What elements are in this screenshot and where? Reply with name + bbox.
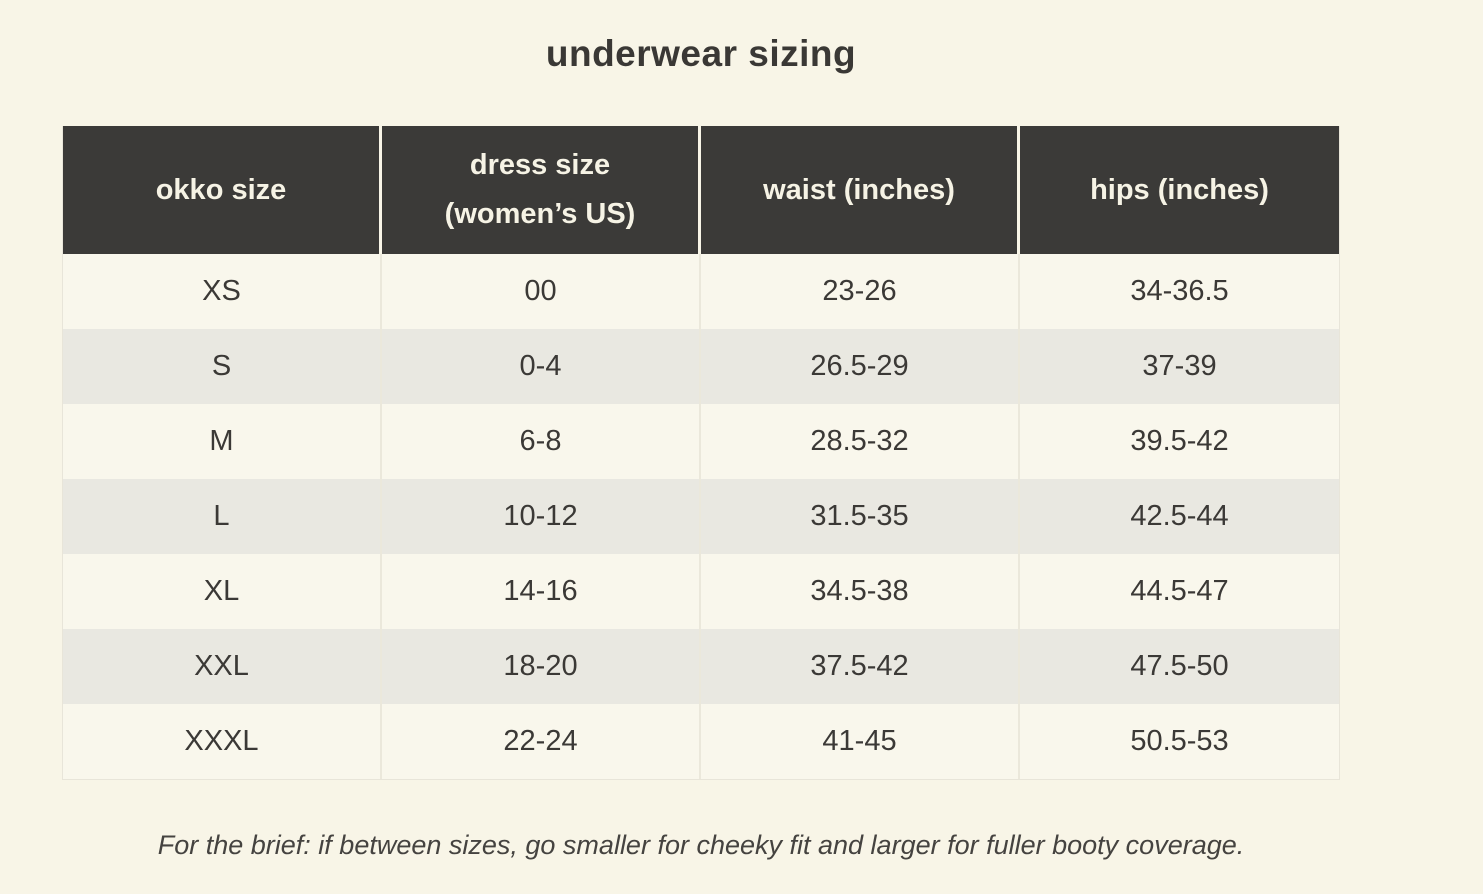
cell-hips: 50.5-53 [1020,704,1339,779]
column-header-line: waist (inches) [763,173,955,206]
cell-dress-size: 18-20 [382,629,701,704]
cell-hips: 39.5-42 [1020,404,1339,479]
size-table: okko size dress size (women’s US) waist (in… [62,126,1340,780]
size-chart: underwear sizing okko size dress size (wom… [62,0,1340,894]
column-header-line: (women’s US) [444,198,636,230]
cell-hips: 37-39 [1020,329,1339,404]
cell-hips: 34-36.5 [1020,254,1339,329]
cell-okko-size: XS [63,254,382,329]
cell-okko-size: L [63,479,382,554]
table-row-l: L 10-12 31.5-35 42.5-44 [63,479,1339,554]
table-row-xxl: XXL 18-20 37.5-42 47.5-50 [63,629,1339,704]
size-table-body: XS 00 23-26 34-36.5 S 0-4 26.5-29 37-39 M 6-8 28.5… [63,254,1339,779]
column-header-okko-size: okko size [63,126,382,254]
column-header-waist: waist (inches) [701,126,1020,254]
cell-hips: 44.5-47 [1020,554,1339,629]
cell-waist: 23-26 [701,254,1020,329]
header-row: okko size dress size (women’s US) waist (in… [63,126,1339,254]
cell-waist: 31.5-35 [701,479,1020,554]
cell-waist: 34.5-38 [701,554,1020,629]
cell-waist: 28.5-32 [701,404,1020,479]
page-title: underwear sizing [545,33,857,74]
cell-okko-size: M [63,404,382,479]
column-header-line: dress size [469,149,611,181]
table-row-xl: XL 14-16 34.5-38 44.5-47 [63,554,1339,629]
cell-dress-size: 22-24 [382,704,701,779]
column-header-hips: hips (inches) [1020,126,1339,254]
size-table-head: okko size dress size (women’s US) waist (in… [63,126,1339,254]
cell-dress-size: 6-8 [382,404,701,479]
cell-waist: 41-45 [701,704,1020,779]
cell-waist: 26.5-29 [701,329,1020,404]
cell-okko-size: XXXL [63,704,382,779]
cell-okko-size: XXL [63,629,382,704]
cell-hips: 42.5-44 [1020,479,1339,554]
column-header-line: okko size [155,173,287,206]
cell-okko-size: S [63,329,382,404]
column-header-dress-size: dress size (women’s US) [382,126,701,254]
table-row-m: M 6-8 28.5-32 39.5-42 [63,404,1339,479]
cell-dress-size: 0-4 [382,329,701,404]
table-row-xxxl: XXXL 22-24 41-45 50.5-53 [63,704,1339,779]
cell-dress-size: 00 [382,254,701,329]
cell-hips: 47.5-50 [1020,629,1339,704]
column-header-line: hips (inches) [1090,173,1269,206]
table-row-xs: XS 00 23-26 34-36.5 [63,254,1339,329]
cell-dress-size: 10-12 [382,479,701,554]
brief-fit-note: For the brief: if between sizes, go smal… [157,830,1245,860]
cell-waist: 37.5-42 [701,629,1020,704]
cell-okko-size: XL [63,554,382,629]
cell-dress-size: 14-16 [382,554,701,629]
table-row-s: S 0-4 26.5-29 37-39 [63,329,1339,404]
